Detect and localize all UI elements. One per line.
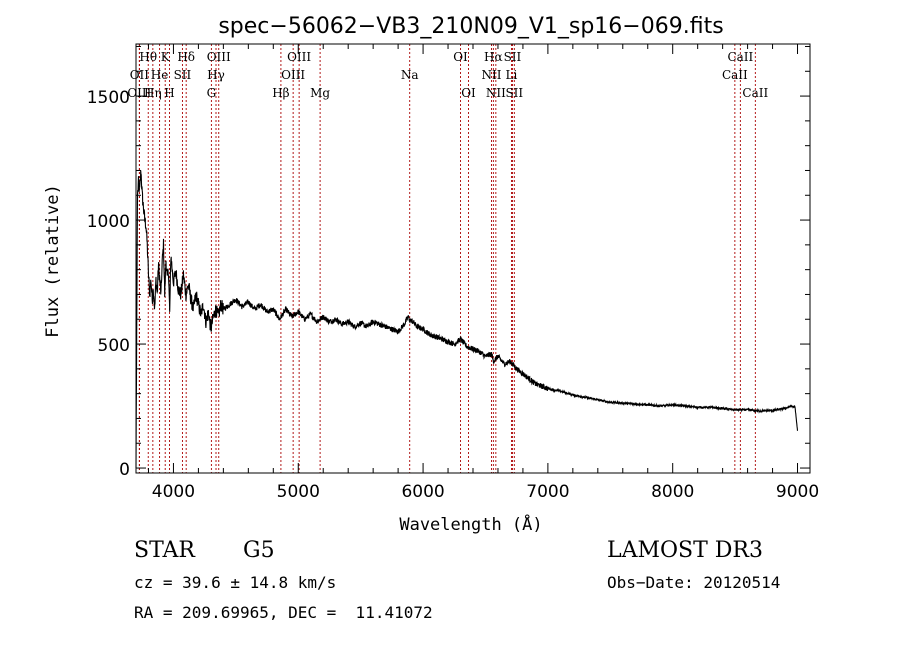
- line-marker-label: OIII: [207, 50, 231, 64]
- spectrum-line: [135, 170, 799, 469]
- line-marker-label: Mg: [310, 86, 330, 100]
- y-tick-label: 1500: [87, 88, 130, 108]
- axis-ticks: [136, 44, 810, 473]
- x-tick-label: 9000: [776, 482, 819, 502]
- line-marker-label: Hα: [484, 50, 503, 64]
- y-tick-label: 500: [98, 336, 130, 356]
- line-marker-label: Hη: [144, 86, 162, 100]
- x-axis-label: Wavelength (Å): [399, 513, 542, 535]
- line-marker-label: SII: [174, 68, 192, 82]
- coordinates: RA = 209.69965, DEC = 11.41072: [134, 603, 433, 622]
- line-marker-label: OII: [130, 68, 150, 82]
- line-marker-label: CaII: [742, 86, 768, 100]
- x-tick-label: 7000: [526, 482, 569, 502]
- line-marker-label: NII: [486, 86, 506, 100]
- chart-title: spec−56062−VB3_210N09_V1_sp16−069.fits: [218, 14, 723, 39]
- redshift-velocity: cz = 39.6 ± 14.8 km/s: [134, 573, 337, 592]
- line-marker-label: OIII: [281, 68, 305, 82]
- emission-line-markers: [138, 44, 756, 473]
- y-axis-label: Flux (relative): [43, 184, 63, 338]
- line-marker-label: Hθ: [139, 50, 157, 64]
- line-marker-label: Hδ: [177, 50, 195, 64]
- y-tick-label: 1000: [87, 212, 130, 232]
- axis-tick-labels: 4000 5000 6000 7000 8000 9000 0 500 1000 1500: [87, 88, 819, 502]
- object-subclass: G5: [243, 538, 275, 563]
- line-marker-label: CaII: [727, 50, 753, 64]
- line-marker-label: H: [164, 86, 174, 100]
- line-marker-label: CaII: [722, 68, 748, 82]
- x-tick-label: 6000: [401, 482, 444, 502]
- line-marker-label: Hβ: [272, 86, 289, 100]
- line-marker-label: K: [161, 50, 171, 64]
- line-marker-label: SII: [504, 50, 522, 64]
- line-marker-label: G: [207, 86, 217, 100]
- line-marker-label: Na: [401, 68, 419, 82]
- line-marker-label: NII: [481, 68, 501, 82]
- survey-name: LAMOST DR3: [607, 538, 763, 563]
- line-marker-label: SII: [505, 86, 523, 100]
- y-tick-label: 0: [119, 460, 130, 480]
- observation-date: Obs−Date: 20120514: [607, 573, 781, 592]
- x-tick-label: 4000: [152, 482, 195, 502]
- x-tick-label: 5000: [277, 482, 320, 502]
- line-marker-label: OI: [461, 86, 476, 100]
- line-marker-label: OI: [453, 50, 468, 64]
- line-marker-label: He: [151, 68, 169, 82]
- line-marker-label: OIII: [287, 50, 311, 64]
- x-tick-label: 8000: [651, 482, 694, 502]
- object-class: STAR: [134, 538, 195, 563]
- line-marker-label: Li: [506, 68, 518, 82]
- line-marker-label: Hγ: [207, 68, 225, 82]
